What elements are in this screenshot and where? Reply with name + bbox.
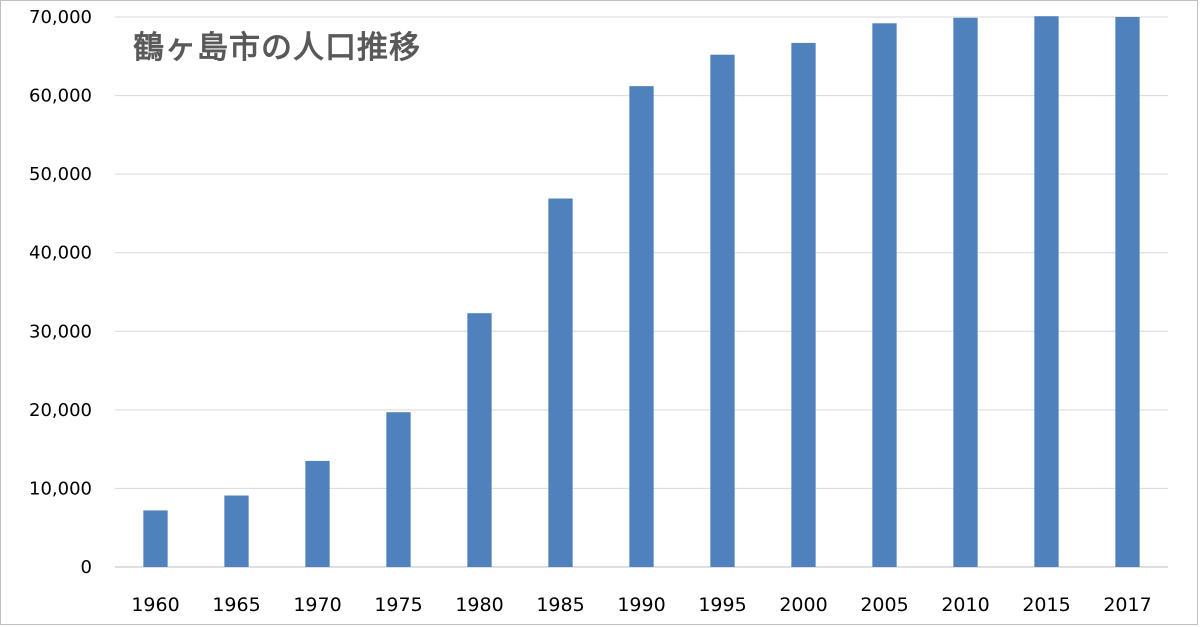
x-tick-label: 2010 [941,594,989,616]
bar-1975 [386,412,411,567]
y-tick-label: 50,000 [29,164,92,185]
x-tick-label: 1990 [617,594,665,616]
bar-1985 [548,198,573,567]
bar-1995 [710,54,735,567]
bar-1980 [467,313,492,567]
y-tick-label: 60,000 [29,86,92,107]
x-tick-label: 1980 [455,594,503,616]
bar-1960 [143,510,168,567]
y-tick-label: 20,000 [29,400,92,421]
bar-2017 [1115,17,1140,567]
x-tick-label: 2005 [860,594,908,616]
x-tick-label: 1995 [698,594,746,616]
chart-title: 鶴ヶ島市の人口推移 [133,30,421,66]
x-tick-label: 1960 [131,594,179,616]
y-tick-label: 40,000 [29,243,92,264]
y-tick-label: 10,000 [29,478,92,499]
bar-1990 [629,86,654,568]
x-tick-label: 1985 [536,594,584,616]
x-tick-label: 2017 [1103,594,1151,616]
bar-2010 [953,17,978,568]
x-tick-label: 1970 [293,594,341,616]
bar-2005 [872,23,897,568]
y-tick-label: 70,000 [29,7,92,28]
x-tick-label: 2015 [1022,594,1070,616]
bar-1965 [224,495,249,567]
x-tick-label: 1965 [212,594,260,616]
x-tick-label: 2000 [779,594,827,616]
x-tick-label: 1975 [374,594,422,616]
bar-2000 [791,42,816,567]
y-tick-label: 30,000 [29,321,92,342]
bar-1970 [305,460,330,567]
y-tick-label: 0 [81,557,92,578]
bar-2015 [1034,16,1059,567]
